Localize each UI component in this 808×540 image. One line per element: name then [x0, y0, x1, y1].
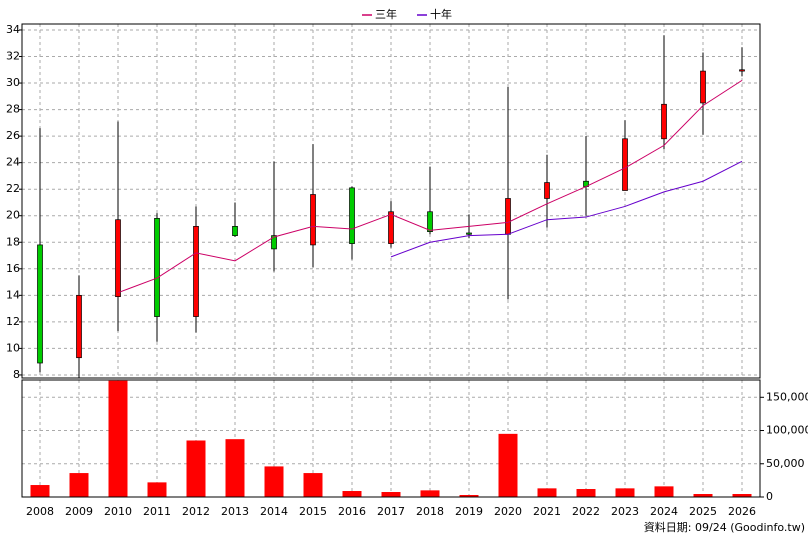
candle-body [271, 235, 277, 250]
candle-body [388, 211, 394, 244]
volume-bar [576, 489, 596, 497]
candle-body [505, 198, 511, 235]
volume-bar [615, 488, 635, 497]
y-tick-label: 10 [6, 341, 20, 354]
x-tick-label: 2026 [728, 505, 756, 518]
candle-body [232, 225, 238, 236]
candle-body [466, 232, 472, 235]
y-tick-label: 26 [6, 129, 20, 142]
candle-body [544, 182, 550, 199]
candle-body [37, 244, 43, 364]
candle-body [427, 211, 433, 232]
plot-frame [21, 23, 761, 379]
y-tick-label: 22 [6, 182, 20, 195]
volume-bar [654, 486, 674, 497]
candle-body [193, 225, 199, 317]
candle-body [700, 70, 706, 104]
ma-line [390, 160, 743, 258]
x-tick-label: 2012 [182, 505, 210, 518]
candle-body [310, 194, 316, 246]
volume-bar [30, 485, 50, 497]
y-tick-label: 12 [6, 315, 20, 328]
y-tick-label: 8 [13, 368, 20, 381]
x-tick-label: 2010 [104, 505, 132, 518]
volume-bar [225, 439, 245, 497]
y-tick-label: 30 [6, 76, 20, 89]
candle-body [76, 294, 82, 359]
x-tick-label: 2017 [377, 505, 405, 518]
y-tick-label: 0 [766, 490, 773, 503]
y-tick-label: 24 [6, 156, 20, 169]
x-tick-label: 2009 [65, 505, 93, 518]
volume-bar [303, 473, 323, 497]
x-tick-label: 2008 [26, 505, 54, 518]
volume-bar [537, 488, 557, 497]
y-tick-label: 16 [6, 262, 20, 275]
volume-bar [693, 494, 713, 497]
x-tick-label: 2023 [611, 505, 639, 518]
y-tick-label: 20 [6, 209, 20, 222]
candle-body [115, 219, 121, 298]
candle-body [739, 69, 745, 72]
y-tick-label: 28 [6, 103, 20, 116]
y-tick-label: 14 [6, 288, 20, 301]
x-tick-label: 2018 [416, 505, 444, 518]
x-tick-label: 2014 [260, 505, 288, 518]
footer: 資料日期: 09/24 (Goodinfo.tw) [644, 520, 805, 534]
x-tick-label: 2024 [650, 505, 678, 518]
y-tick-label: 18 [6, 235, 20, 248]
volume-bar [264, 466, 284, 497]
x-tick-label: 2019 [455, 505, 483, 518]
y-tick-label: 150,000 [766, 390, 808, 403]
x-tick-label: 2021 [533, 505, 561, 518]
volume-bar [732, 494, 752, 497]
volume-bar [186, 440, 206, 497]
volume-bar [147, 482, 167, 497]
y-tick-label: 50,000 [766, 457, 805, 470]
plot-frame [21, 379, 761, 498]
x-tick-label: 2020 [494, 505, 522, 518]
candle-body [661, 103, 667, 140]
legend-label: 十年 [430, 7, 452, 21]
legend-label: 三年 [375, 7, 397, 21]
volume-bar [342, 491, 362, 497]
x-tick-label: 2011 [143, 505, 171, 518]
x-tick-label: 2025 [689, 505, 717, 518]
x-tick-label: 2016 [338, 505, 366, 518]
x-tick-label: 2022 [572, 505, 600, 518]
volume-bar [381, 492, 401, 497]
volume-bar [420, 490, 440, 497]
candle-body [154, 218, 160, 317]
x-tick-label: 2013 [221, 505, 249, 518]
volume-bar [69, 473, 89, 497]
candle-body [349, 187, 355, 244]
y-tick-label: 32 [6, 50, 20, 63]
ma-line [117, 79, 743, 294]
y-tick-label: 34 [6, 23, 20, 36]
volume-bar [459, 495, 479, 497]
x-tick-label: 2015 [299, 505, 327, 518]
y-tick-label: 100,000 [766, 424, 808, 437]
volume-bar [498, 433, 518, 497]
volume-bar [108, 380, 128, 497]
candle-body [622, 138, 628, 191]
